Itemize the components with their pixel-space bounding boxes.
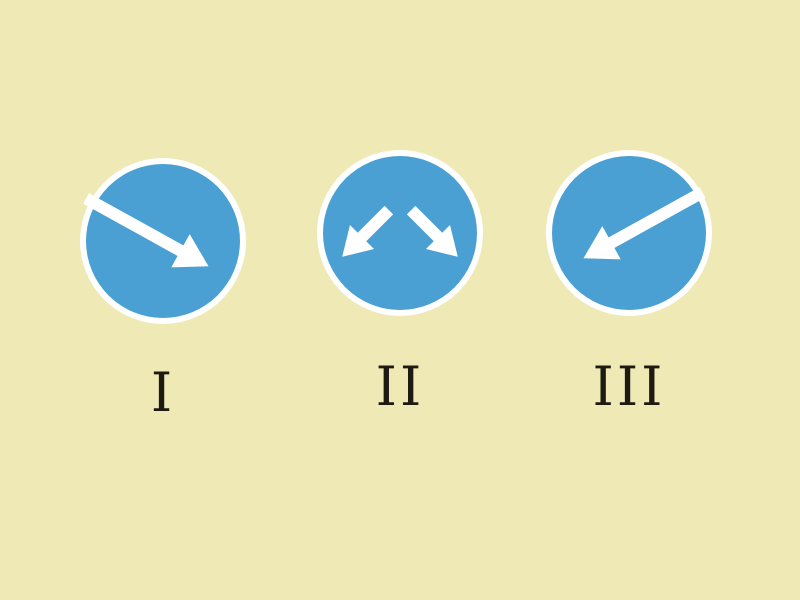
sign-2 [314,147,486,319]
arrow-down-right-icon [80,158,246,324]
sign-label-2: II [375,355,425,418]
sign-1 [77,155,249,327]
sign-label-3: III [592,355,666,418]
sign-label-1: I [150,361,176,424]
arrow-down-left-icon [546,150,712,316]
arrows-split-down-left-right-icon [317,150,483,316]
sign-3 [543,147,715,319]
